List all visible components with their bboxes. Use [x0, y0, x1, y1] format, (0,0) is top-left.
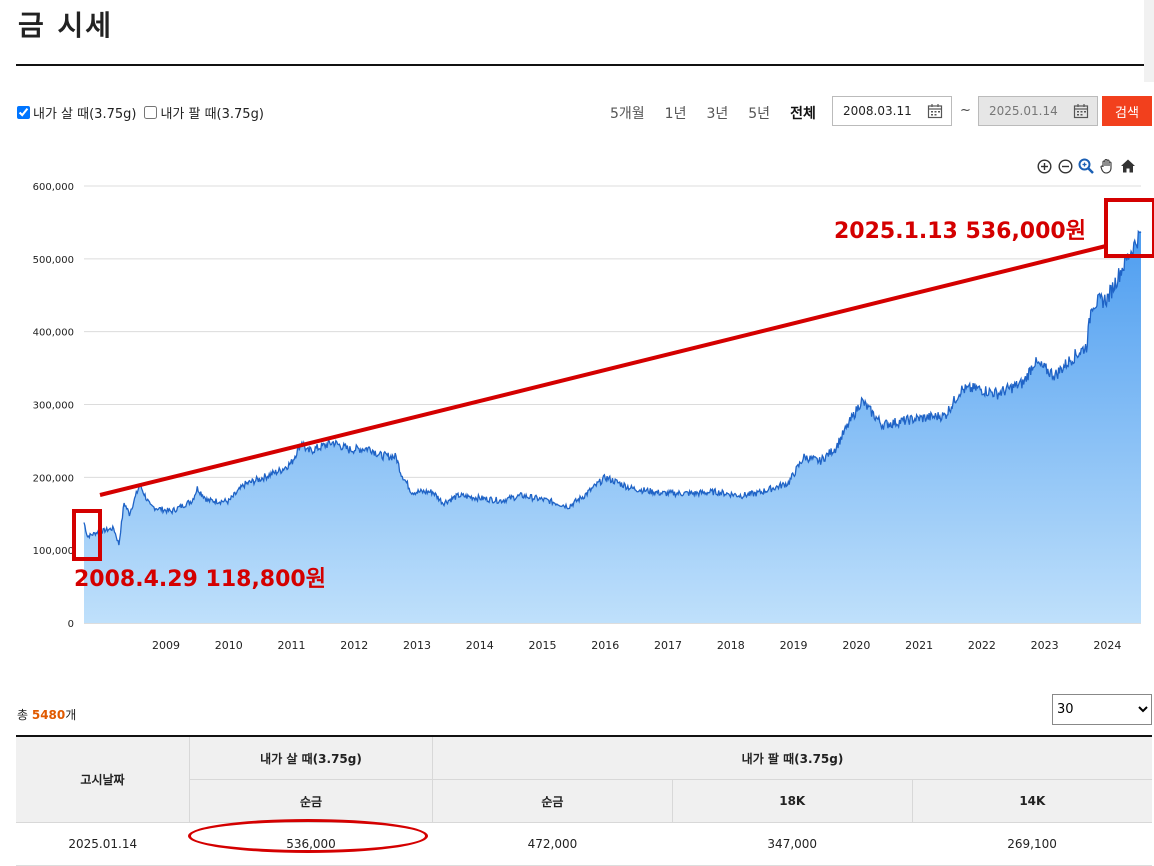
table-row: 2025.01.14 536,000 472,000 347,000 269,1… [16, 822, 1152, 866]
x-tick-label: 2017 [654, 639, 682, 652]
x-tick-label: 2010 [215, 639, 243, 652]
x-tick-label: 2015 [529, 639, 557, 652]
x-tick-label: 2012 [340, 639, 368, 652]
period-all[interactable]: 전체 [790, 106, 816, 122]
highlight-box-end [1104, 198, 1154, 258]
col-sell-pure-header: 순금 [432, 779, 673, 823]
result-count-prefix: 총 [17, 708, 32, 722]
x-tick-label: 2021 [905, 639, 933, 652]
price-type-checkboxes: 내가 살 때(3.75g) 내가 팔 때(3.75g) [17, 103, 268, 122]
cell-date: 2025.01.14 [16, 822, 190, 866]
scrollbar[interactable] [1144, 0, 1154, 82]
chart-annotations: 2025.1.13 536,000원 2008.4.29 118,800원 [72, 198, 1154, 592]
y-tick-label: 0 [68, 619, 74, 630]
date-range-separator: ~ [960, 103, 971, 118]
end-date-field[interactable]: 2025.01.14 [978, 96, 1098, 126]
y-tick-label: 200,000 [33, 473, 74, 484]
highlight-box-start [72, 509, 102, 561]
x-tick-label: 2018 [717, 639, 745, 652]
annotation-end-label: 2025.1.13 536,000원 [834, 219, 1086, 244]
page-title: 금 시세 [18, 9, 114, 42]
end-date-value: 2025.01.14 [989, 104, 1058, 118]
x-tick-label: 2014 [466, 639, 494, 652]
x-tick-label: 2020 [842, 639, 870, 652]
trend-arrow-line [99, 244, 1107, 497]
magnify-icon[interactable] [1078, 158, 1094, 174]
cell-sell-18k: 347,000 [672, 822, 913, 866]
y-tick-label: 500,000 [33, 255, 74, 266]
chart-toolbar [1036, 158, 1136, 174]
start-date-field[interactable]: 2008.03.11 [832, 96, 952, 126]
y-axis-ticks: 0 100,000 200,000 300,000 400,000 500,000 600,… [33, 182, 74, 630]
x-tick-label: 2024 [1093, 639, 1121, 652]
price-line [83, 229, 1142, 546]
y-tick-label: 400,000 [33, 328, 74, 339]
x-tick-label: 2011 [277, 639, 305, 652]
col-buy-pure-header: 순금 [189, 779, 433, 823]
buy-checkbox[interactable] [17, 106, 30, 119]
calendar-icon[interactable] [1073, 103, 1089, 119]
zoom-out-icon[interactable] [1057, 158, 1073, 174]
y-tick-label: 100,000 [33, 546, 74, 557]
result-count-value: 5480 [31, 708, 66, 722]
col-sell-18k-header: 18K [671, 779, 913, 823]
x-tick-label: 2013 [403, 639, 431, 652]
col-sell-14k-header: 14K [911, 779, 1152, 823]
x-tick-label: 2023 [1031, 639, 1059, 652]
zoom-in-icon[interactable] [1036, 158, 1052, 174]
sell-checkbox-label[interactable]: 내가 팔 때(3.75g) [144, 103, 264, 122]
period-5-years[interactable]: 5년 [748, 106, 771, 122]
gold-price-chart: 0 100,000 200,000 300,000 400,000 500,000 600,… [33, 182, 1154, 652]
y-tick-label: 300,000 [33, 401, 74, 412]
x-tick-label: 2009 [152, 639, 180, 652]
cell-sell-pure: 472,000 [432, 822, 673, 866]
title-divider [16, 64, 1144, 66]
annotation-start-label: 2008.4.29 118,800원 [74, 567, 326, 592]
result-count: 총 5480개 [17, 706, 76, 723]
cell-sell-14k: 269,100 [912, 822, 1152, 866]
calendar-icon[interactable] [927, 103, 943, 119]
col-date-header: 고시날짜 [16, 735, 190, 823]
buy-checkbox-text: 내가 살 때(3.75g) [33, 107, 137, 122]
period-1-year[interactable]: 1년 [664, 106, 687, 122]
highlight-oval [188, 819, 428, 853]
pan-hand-icon[interactable] [1099, 158, 1115, 174]
x-tick-label: 2016 [591, 639, 619, 652]
result-count-suffix: 개 [65, 708, 77, 722]
sell-checkbox-text: 내가 팔 때(3.75g) [160, 107, 264, 122]
col-buy-group-header: 내가 살 때(3.75g) [189, 735, 433, 780]
x-tick-label: 2019 [780, 639, 808, 652]
col-sell-group-header: 내가 팔 때(3.75g) [432, 735, 1152, 780]
period-3-years[interactable]: 3년 [706, 106, 729, 122]
page-size-select[interactable]: 30 [1052, 694, 1152, 725]
x-axis-ticks: 2009 2010 2011 2012 2013 2014 2015 2016 2017 2018… [152, 639, 1121, 652]
sell-checkbox[interactable] [144, 106, 158, 119]
start-date-value: 2008.03.11 [843, 104, 912, 118]
period-selector: 5개월 1년 3년 5년 전체 [610, 103, 816, 123]
y-tick-label: 600,000 [33, 182, 74, 193]
x-tick-label: 2022 [968, 639, 996, 652]
search-button[interactable]: 검색 [1102, 96, 1152, 126]
price-table: 고시날짜 내가 살 때(3.75g) 내가 팔 때(3.75g) 순금 순금 1… [16, 735, 1152, 866]
home-icon[interactable] [1120, 158, 1136, 174]
price-area-fill [84, 231, 1141, 623]
period-5-months[interactable]: 5개월 [610, 106, 645, 122]
buy-checkbox-label[interactable]: 내가 살 때(3.75g) [17, 103, 136, 122]
